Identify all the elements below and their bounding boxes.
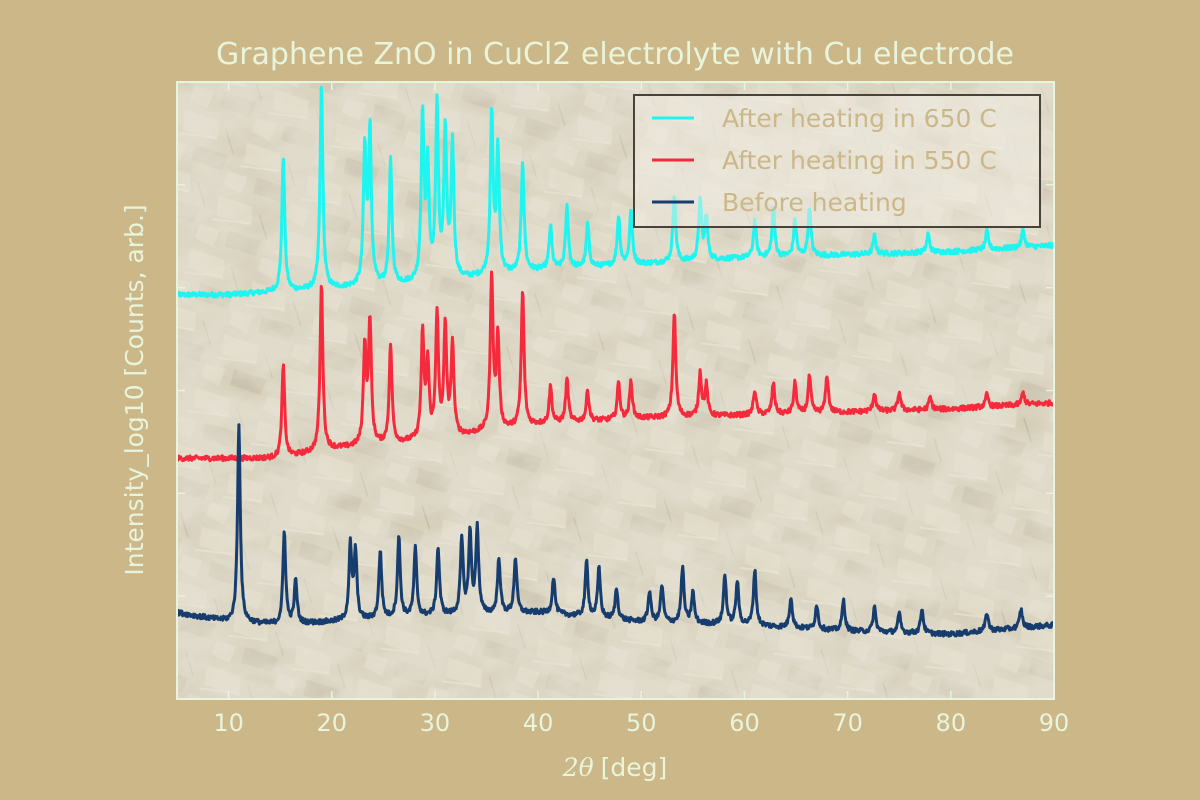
y-axis-label: Intensity_log10 [Counts, arb.] (120, 204, 149, 575)
series-line-1 (177, 85, 1054, 299)
legend-box (633, 94, 1041, 228)
chart-title: Graphene ZnO in CuCl2 electrolyte with C… (216, 37, 1014, 72)
legend-label-1: After heating in 650 C (722, 104, 997, 133)
x-tick-label: 90 (1039, 709, 1070, 737)
x-axis-label-unit: [deg] (601, 753, 668, 782)
y-axis (177, 184, 1054, 597)
x-tick-label: 60 (729, 709, 760, 737)
x-axis-label-symbol: 2θ (562, 753, 594, 782)
series-line-3 (177, 423, 1054, 638)
series-line-2 (177, 270, 1054, 463)
x-tick-label: 30 (420, 709, 451, 737)
x-axis: 10 20 30 40 50 60 70 80 90 (213, 82, 1069, 737)
x-tick-label: 80 (936, 709, 967, 737)
legend: After heating in 650 C After heating in 5… (633, 94, 1041, 228)
x-tick-label: 50 (626, 709, 657, 737)
x-tick-label: 20 (316, 709, 347, 737)
legend-label-3: Before heating (722, 188, 907, 217)
x-tick-label: 10 (213, 709, 244, 737)
series-layer (177, 85, 1054, 638)
legend-label-2: After heating in 550 C (722, 146, 997, 175)
x-tick-label: 40 (523, 709, 554, 737)
x-axis-label: 2θ [deg] (562, 753, 668, 782)
x-tick-label: 70 (832, 709, 863, 737)
